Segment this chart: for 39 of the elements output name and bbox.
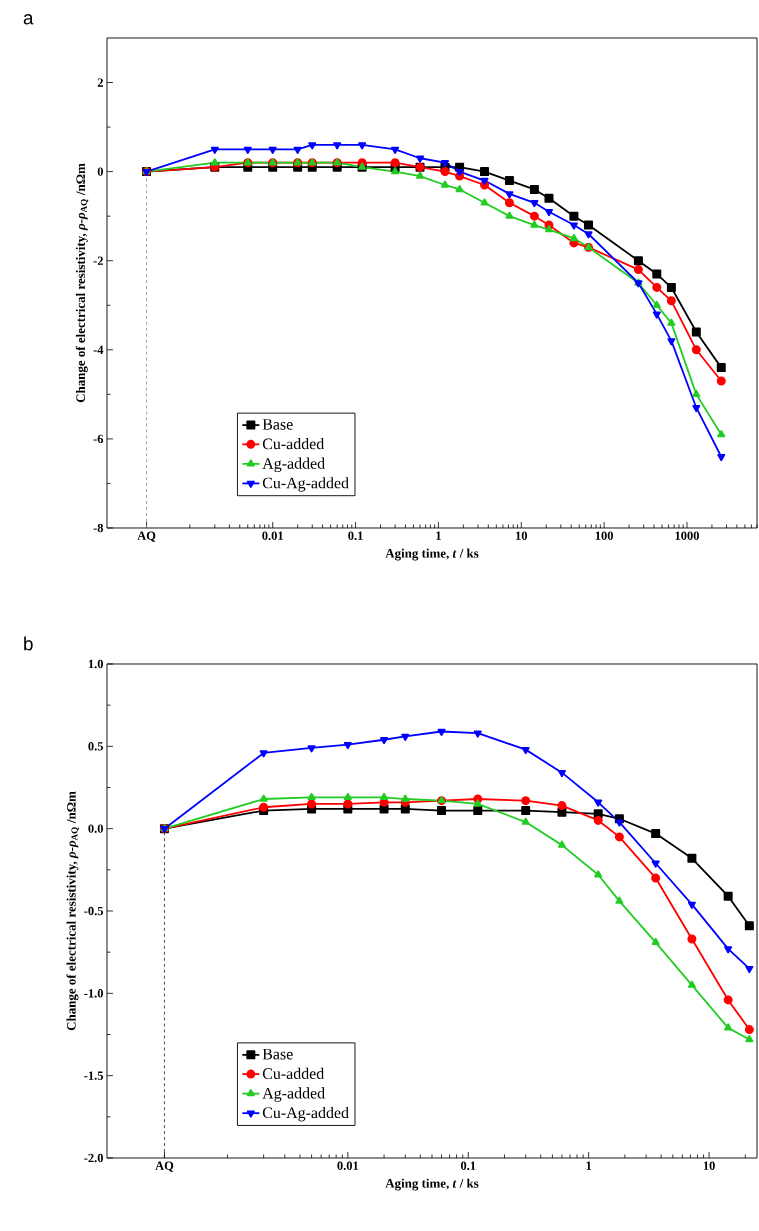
y-tick-label: -6 xyxy=(93,434,104,444)
y-tick-label: -0.5 xyxy=(84,906,104,916)
x-tick-label: AQ xyxy=(137,531,156,542)
legend-label: Ag-added xyxy=(262,1087,325,1102)
y-tick-label: 0 xyxy=(97,167,103,176)
x-tick-label: AQ xyxy=(155,1161,174,1172)
y-axis-title: Change of electrical resistivity, ρ-ρ$_{AQ}$ /nΩm xyxy=(75,163,89,403)
x-tick-label: 100 xyxy=(595,531,613,540)
x-tick-label: 1 xyxy=(586,1161,592,1170)
x-axis-title: Aging time, t / ks xyxy=(385,548,479,561)
y-tick-label: -8 xyxy=(93,523,104,533)
x-tick-label: 10 xyxy=(516,531,528,540)
legend-label: Base xyxy=(262,419,293,430)
legend-label: Cu-added xyxy=(262,438,325,450)
y-tick-label: -1.0 xyxy=(84,989,103,998)
chart-title: b xyxy=(24,636,33,651)
y-tick-label: -2.0 xyxy=(84,1153,103,1163)
legend-label: Cu-added xyxy=(262,1067,325,1080)
y-tick-label: 2 xyxy=(97,78,103,87)
chart-title: a xyxy=(23,14,34,25)
x-tick-label: 10 xyxy=(703,1161,715,1170)
y-tick-label: -4 xyxy=(93,345,104,354)
legend-label: Cu-Ag-added xyxy=(262,477,349,492)
y-tick-label: 1.0 xyxy=(88,659,103,669)
y-tick-label: -2 xyxy=(93,256,103,265)
legend-label: Base xyxy=(262,1048,293,1060)
legend-label: Ag-added xyxy=(262,457,325,473)
legend-label: Cu-Ag-added xyxy=(262,1106,349,1122)
y-tick-label: 0.0 xyxy=(88,824,103,833)
x-tick-label: 0.1 xyxy=(460,1161,476,1170)
x-tick-label: 1 xyxy=(436,531,441,540)
x-tick-label: 0.01 xyxy=(337,1161,359,1170)
y-tick-label: -1.5 xyxy=(84,1071,104,1080)
x-tick-label: 0.1 xyxy=(348,531,363,540)
x-tick-label: 0.01 xyxy=(262,531,283,540)
x-axis-title: Aging time, t / ks xyxy=(385,1178,479,1191)
x-tick-label: 1000 xyxy=(675,531,699,540)
y-axis-title: Change of electrical resistivity, ρ-ρ$_{AQ}$ /nΩm xyxy=(66,791,79,1031)
y-tick-label: 0.5 xyxy=(88,742,104,751)
